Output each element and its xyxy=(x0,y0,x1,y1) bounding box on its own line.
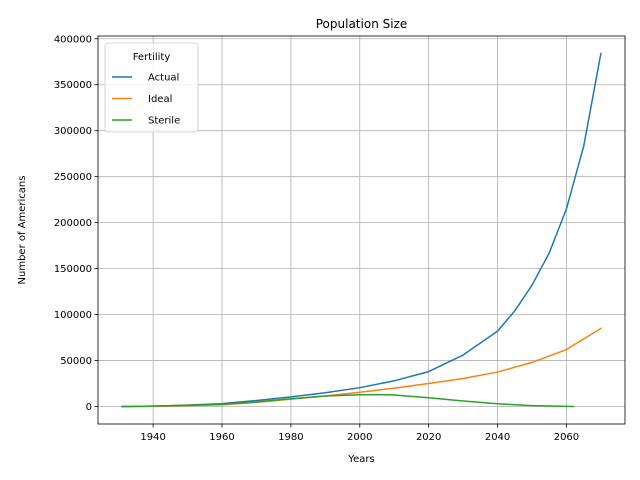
legend: Fertility Actual Ideal Sterile xyxy=(104,42,199,133)
x-axis-label: Years xyxy=(347,454,374,465)
x-tick-label: 1980 xyxy=(278,432,303,443)
x-tick-label: 1960 xyxy=(209,432,234,443)
legend-entries: Actual Ideal Sterile xyxy=(112,73,180,127)
legend-label-ideal: Ideal xyxy=(148,94,172,105)
legend-box xyxy=(104,42,199,133)
x-tick-label: 2040 xyxy=(485,432,510,443)
chart-title: Population Size xyxy=(316,17,408,31)
x-tick-label: 1940 xyxy=(140,432,165,443)
x-tick-label: 2000 xyxy=(347,432,372,443)
y-tick-label: 300000 xyxy=(54,126,92,137)
legend-label-actual: Actual xyxy=(148,73,179,84)
y-tick-label: 150000 xyxy=(54,264,92,275)
y-tick-label: 200000 xyxy=(54,218,92,229)
series-lines xyxy=(121,52,602,408)
x-axis-ticks: 1940 1960 1980 2000 2020 2040 2060 xyxy=(140,424,579,443)
y-tick-label: 350000 xyxy=(54,80,92,91)
axes-frame xyxy=(97,35,626,425)
y-tick-label: 0 xyxy=(86,402,92,413)
legend-title: Fertility xyxy=(133,52,171,63)
x-tick-label: 2060 xyxy=(554,432,579,443)
y-tick-label: 400000 xyxy=(54,34,92,45)
y-tick-label: 50000 xyxy=(60,356,92,367)
y-axis-ticks: 0 50000 100000 150000 200000 250000 300000 3500… xyxy=(54,34,98,413)
x-tick-label: 2020 xyxy=(416,432,441,443)
grid-lines xyxy=(98,36,625,424)
series-line-sterile xyxy=(121,393,575,408)
legend-label-sterile: Sterile xyxy=(148,116,180,127)
y-axis-label: Number of Americans xyxy=(17,176,28,285)
y-tick-label: 250000 xyxy=(54,172,92,183)
y-tick-label: 100000 xyxy=(54,310,92,321)
